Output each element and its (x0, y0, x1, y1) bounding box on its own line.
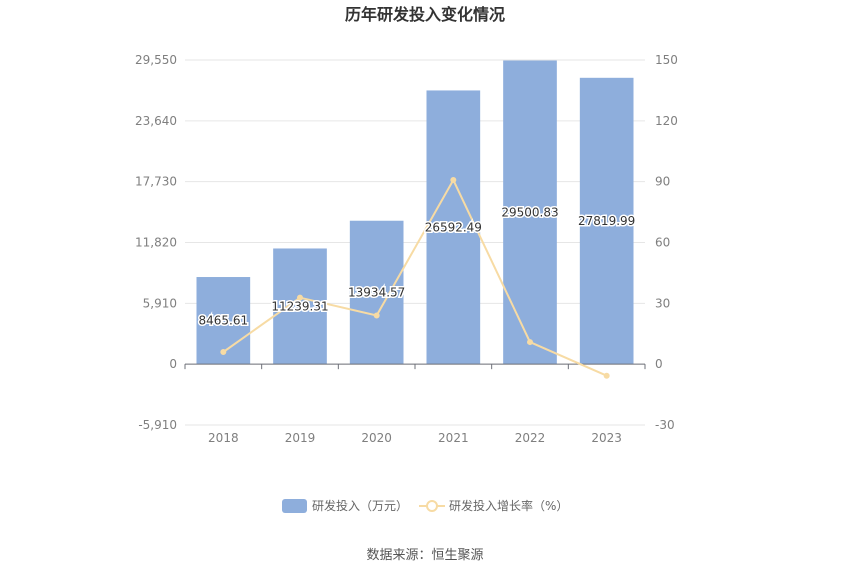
bar (273, 248, 327, 365)
data-labels: 8465.61 11239.31 13934.57 26592.49 29500.83 2… (197, 204, 637, 329)
source-note: 数据来源：恒生聚源 (366, 548, 483, 563)
x-tick-label: 2021 (438, 431, 469, 445)
y-left-tick-label: 23,640 (135, 114, 177, 128)
y-right-tick-label: 120 (655, 114, 678, 128)
y-left-tick-label: 11,820 (135, 236, 177, 250)
growth-point (450, 177, 457, 184)
x-tick-label: 2023 (591, 431, 622, 445)
y-left-tick-label: 29,550 (135, 53, 177, 67)
y-right-tick-label: 90 (655, 175, 670, 189)
chart-title: 历年研发投入变化情况 (345, 5, 505, 24)
bar-series (196, 60, 634, 365)
bar (426, 90, 481, 365)
legend-line-marker[interactable] (426, 500, 438, 512)
growth-point (373, 312, 380, 319)
y-right-tick-label: 30 (655, 296, 670, 310)
growth-point (297, 294, 303, 301)
legend-line-label[interactable]: 研发投入增长率（%） (449, 498, 568, 513)
x-tick-label: 2020 (361, 431, 392, 445)
x-tick-label: 2018 (208, 431, 239, 445)
legend-bar-swatch[interactable] (282, 499, 307, 513)
y-right-tick-label: -30 (655, 418, 675, 432)
y-right-tick-label: 0 (655, 357, 663, 371)
bar-data-label: 26592.49 (425, 220, 482, 234)
growth-point (603, 372, 610, 379)
bar (579, 77, 634, 365)
y-left-tick-label: -5,910 (138, 418, 177, 432)
growth-line (222, 177, 608, 377)
growth-point (220, 349, 227, 355)
y-left-tick-label: 17,730 (135, 175, 177, 189)
y-right-tick-label: 60 (655, 236, 670, 250)
line-series (220, 177, 610, 379)
bar-data-label: 29500.83 (501, 205, 558, 219)
bar-data-label: 13934.57 (348, 285, 405, 299)
grid-lines (185, 59, 645, 426)
bar-data-label: 27819.99 (578, 214, 635, 228)
legend-bar-label[interactable]: 研发投入（万元） (312, 498, 408, 513)
bar-data-label: 11239.31 (271, 299, 328, 313)
bar (349, 220, 404, 365)
legend[interactable]: 研发投入（万元） 研发投入增长率（%） (282, 498, 568, 513)
y-right-tick-label: 150 (655, 53, 678, 67)
axes: 29,550 150 23,640 120 17,730 90 11,820 60 5,910 3… (135, 53, 678, 445)
bar (503, 60, 557, 365)
y-left-tick-label: 5,910 (143, 296, 177, 310)
x-tick-label: 2019 (285, 431, 316, 445)
growth-point (527, 339, 533, 346)
x-tick-label: 2022 (515, 431, 546, 445)
bar-data-label: 8465.61 (199, 314, 249, 328)
y-left-tick-label: 0 (169, 357, 177, 371)
